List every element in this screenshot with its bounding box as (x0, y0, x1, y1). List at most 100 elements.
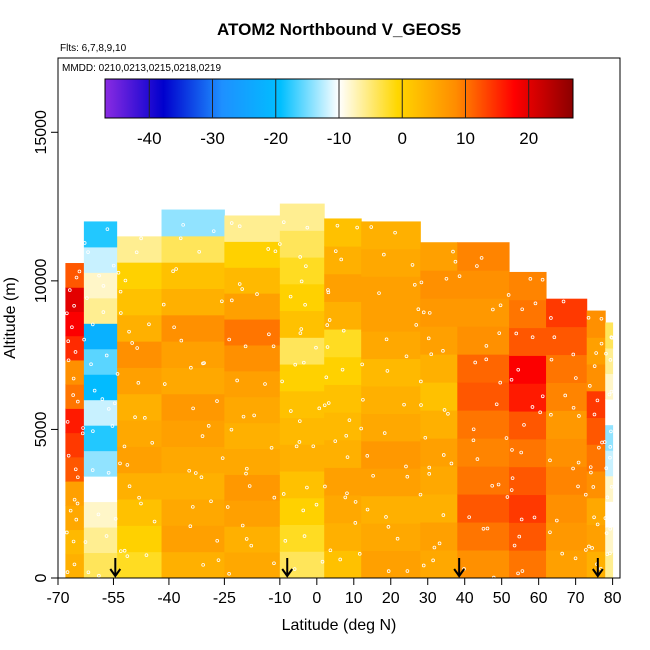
sample-point (353, 500, 358, 504)
heatmap-cell (117, 367, 163, 395)
sample-point (298, 419, 302, 423)
sample-point (498, 380, 503, 385)
sample-point (299, 327, 304, 331)
sample-point (592, 515, 596, 520)
sample-point (174, 267, 178, 271)
sample-point (83, 540, 88, 544)
sample-point (584, 548, 588, 552)
sample-point (85, 296, 89, 300)
x-axis-label: Latitude (deg N) (282, 617, 397, 634)
heatmap-cell (361, 221, 421, 250)
sample-point (429, 352, 434, 356)
sample-point (609, 409, 614, 414)
heatmap-cell (605, 322, 614, 349)
sample-point (608, 551, 612, 556)
sample-point (382, 252, 386, 257)
sample-point (76, 399, 80, 404)
sample-point (97, 273, 101, 278)
heatmap-cell (161, 472, 225, 500)
sample-point (590, 546, 594, 550)
heatmap-cell (546, 466, 588, 495)
heatmap-cell (161, 499, 225, 526)
sample-point (298, 255, 302, 259)
sample-point (280, 379, 284, 384)
sample-point (230, 298, 234, 303)
heatmap-cell (420, 522, 458, 551)
heatmap-cell (161, 420, 225, 447)
sample-point (143, 416, 147, 420)
heatmap-cell (117, 472, 163, 500)
sample-point (302, 534, 307, 538)
sample-point (104, 534, 109, 538)
heatmap-cell (161, 209, 225, 237)
x-axis: -70 -55 -40 -25 -10 0 10 20 30 40 50 60 70 80 (46, 578, 622, 607)
heatmap-cell (457, 326, 510, 355)
sample-point (384, 515, 388, 519)
heatmap-cell (83, 272, 118, 299)
sample-point (118, 289, 123, 294)
heatmap-cell (224, 422, 281, 450)
sample-point (305, 225, 310, 230)
sample-point (322, 403, 327, 408)
sample-point (125, 463, 130, 467)
heatmap-cell (161, 446, 225, 474)
sample-point (457, 274, 462, 278)
heatmap-cell (83, 552, 118, 578)
heatmap-cell (161, 288, 225, 316)
sample-point (599, 341, 604, 346)
x-tick-label: 0 (312, 590, 321, 607)
heatmap-cell (65, 456, 85, 482)
sample-point (600, 440, 604, 445)
heatmap-cell (83, 527, 118, 554)
heatmap-cell (65, 408, 85, 434)
sample-point (449, 461, 454, 466)
sample-point (325, 345, 330, 349)
sample-point (271, 344, 276, 349)
heatmap-cell (224, 215, 281, 242)
sample-point (326, 401, 331, 405)
heatmap-cell (65, 263, 85, 288)
sample-point (292, 567, 297, 571)
sample-point (244, 471, 248, 476)
sample-point (471, 427, 476, 432)
sample-point (112, 401, 117, 406)
heatmap-cell (83, 450, 118, 477)
heatmap-cell (65, 384, 85, 409)
sample-point (427, 472, 432, 476)
sample-point (86, 250, 90, 254)
sample-point (517, 534, 522, 539)
sample-point (235, 378, 239, 383)
heatmap-cell (65, 359, 85, 385)
sample-point (281, 220, 286, 224)
x-tick-label: -10 (268, 590, 291, 607)
sample-point (122, 444, 127, 449)
heatmap-cell (279, 471, 325, 499)
sample-point (162, 382, 167, 386)
sample-point (247, 484, 252, 488)
sample-point (441, 349, 445, 353)
sample-point (347, 418, 352, 422)
heatmap-cell (361, 386, 421, 414)
sample-point (592, 412, 597, 417)
x-tick-label: 60 (530, 590, 548, 607)
down-arrow-icon (281, 558, 294, 578)
heatmap-cell (117, 393, 163, 421)
sample-point (491, 307, 495, 312)
heatmap-cell (324, 495, 362, 524)
sample-point (607, 392, 612, 397)
sample-point (548, 530, 552, 535)
sample-point (608, 445, 613, 449)
sample-point (211, 229, 216, 233)
sample-point (588, 384, 592, 388)
heatmap-cell (361, 248, 421, 277)
heatmap-cell (279, 310, 325, 338)
sample-point (76, 475, 80, 480)
sample-point (220, 456, 225, 460)
heatmap-cell (361, 495, 421, 524)
sample-point (509, 488, 514, 492)
sample-point (252, 413, 256, 418)
sample-point (152, 519, 157, 524)
sample-point (73, 467, 78, 472)
sample-point (446, 411, 450, 416)
heatmap-cell (361, 331, 421, 360)
